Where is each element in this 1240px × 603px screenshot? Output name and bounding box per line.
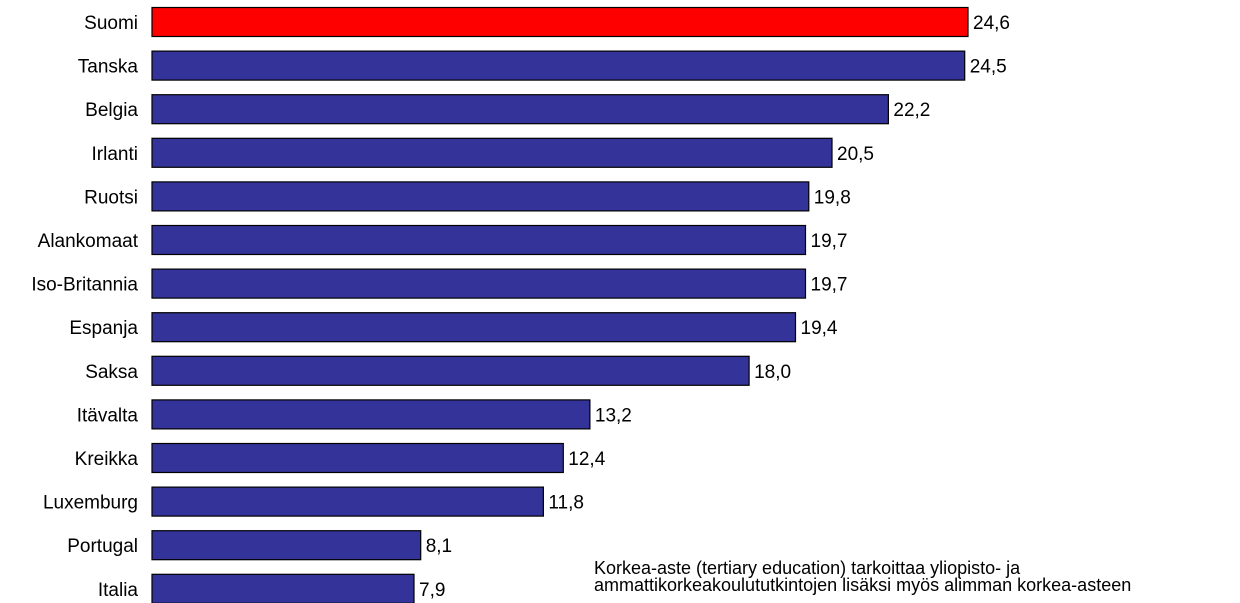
category-label: Italia [98,580,139,601]
category-label: Saksa [85,362,138,383]
value-label: 8,1 [426,536,452,557]
value-label: 19,8 [814,187,851,208]
bar-saksa [151,355,750,386]
category-label: Luxemburg [43,493,138,514]
value-label: 12,4 [568,449,605,470]
bar-ruotsi [151,181,810,212]
value-label: 11,8 [548,493,584,514]
value-label: 13,2 [595,405,632,426]
footnote: Korkea-aste (tertiary education) tarkoit… [594,558,1234,595]
value-label: 18,0 [754,362,791,383]
value-label: 19,7 [811,275,848,296]
value-label: 7,9 [419,580,445,601]
category-label: Espanja [69,318,138,339]
category-label: Iso-Britannia [31,275,138,296]
value-label: 22,2 [893,100,930,121]
bar-alankomaat [151,224,807,256]
bar-irlanti [151,137,833,168]
value-label: 20,5 [837,144,874,165]
value-label: 24,6 [973,13,1010,34]
category-label: Tanska [78,57,139,78]
category-label: Kreikka [75,449,139,470]
category-label: Alankomaat [38,231,139,252]
bar-suomi [151,6,969,38]
bar-belgia [151,94,890,125]
bar-portugal [151,530,422,561]
bar-espanja [151,312,797,343]
bar-kreikka [151,442,564,474]
value-label: 24,5 [970,57,1007,78]
bar-italia [151,573,415,603]
category-label: Portugal [67,536,138,557]
category-label: Suomi [84,13,138,34]
footnote-line-1: Korkea-aste (tertiary education) tarkoit… [594,558,1021,578]
bar-it-valta [151,399,591,430]
value-label: 19,4 [801,318,838,339]
category-label: Ruotsi [84,187,138,208]
category-label: Belgia [85,100,138,121]
bar-tanska [151,50,966,81]
bar-luxemburg [151,486,544,517]
category-label: Irlanti [92,144,138,165]
bar-iso-britannia [151,268,807,299]
footnote-line-2: ammattikorkeakoulututkintojen lisäksi my… [594,575,1132,595]
category-label: Itävalta [77,405,139,426]
value-label: 19,7 [811,231,848,252]
